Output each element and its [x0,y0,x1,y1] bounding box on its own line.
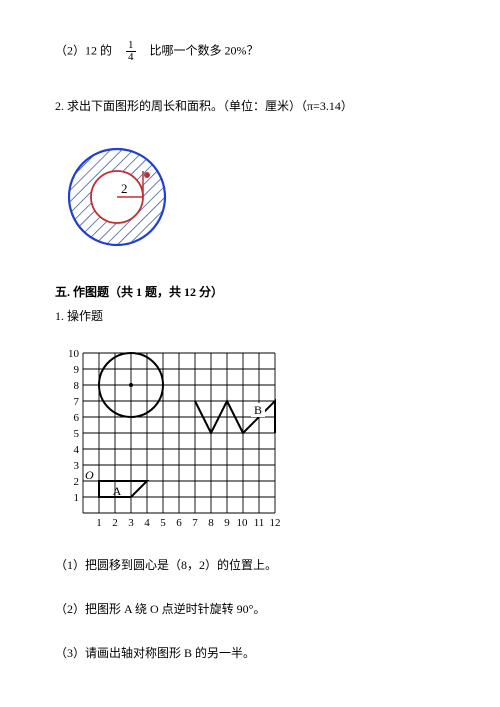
svg-text:A: A [113,484,122,498]
svg-text:10: 10 [237,517,249,529]
svg-text:4: 4 [74,444,80,456]
svg-text:B: B [254,403,262,417]
sub-question-1: （1）把圆移到圆心是（8，2）的位置上。 [55,556,450,574]
svg-text:10: 10 [68,348,80,360]
q2-pre: （2）12 的 [55,43,112,57]
svg-text:7: 7 [192,517,198,529]
svg-text:8: 8 [74,380,80,392]
svg-text:2: 2 [74,476,80,488]
svg-text:6: 6 [74,412,80,424]
svg-text:11: 11 [254,517,265,529]
svg-text:5: 5 [74,428,80,440]
svg-text:12: 12 [270,517,281,529]
svg-text:8: 8 [208,517,214,529]
svg-text:9: 9 [74,364,80,376]
grid-diagram: 10 9 8 7 6 5 4 3 2 1 1 2 3 4 5 6 7 8 9 1… [55,345,285,530]
svg-text:3: 3 [128,517,134,529]
svg-text:1: 1 [74,492,80,504]
svg-text:1: 1 [96,517,102,529]
fraction-den: 4 [126,52,136,63]
operation-title: 1. 操作题 [55,307,450,325]
svg-text:3: 3 [74,460,80,472]
svg-text:6: 6 [176,517,182,529]
question-2-perimeter: 2. 求出下面图形的周长和面积。（单位：厘米）（π=3.14） [55,97,450,115]
sub-question-3: （3）请画出轴对称图形 B 的另一半。 [55,644,450,662]
circle-diagram: 2 [55,137,185,257]
svg-text:2: 2 [112,517,118,529]
svg-text:9: 9 [224,517,230,529]
svg-text:5: 5 [160,517,166,529]
svg-text:7: 7 [74,396,80,408]
svg-text:O: O [85,468,94,482]
sub-question-2: （2）把图形 A 绕 O 点逆时针旋转 90°。 [55,600,450,618]
svg-text:4: 4 [144,517,150,529]
question-2-sub2: （2）12 的 1 4 比哪一个数多 20%？ [55,40,450,63]
section-5-title: 五. 作图题（共 1 题，共 12 分） [55,283,450,301]
radius-label: 2 [121,181,128,196]
q2-post: 比哪一个数多 20%？ [150,43,259,57]
fraction: 1 4 [126,40,136,63]
